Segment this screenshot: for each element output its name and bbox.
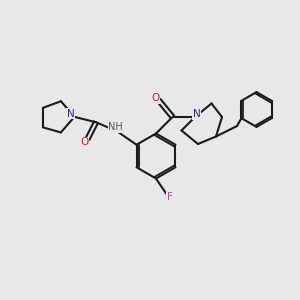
Text: N: N xyxy=(193,109,200,119)
Text: NH: NH xyxy=(108,122,123,132)
Text: N: N xyxy=(67,109,75,119)
Text: O: O xyxy=(80,137,88,147)
Text: F: F xyxy=(167,192,172,202)
Text: O: O xyxy=(151,93,160,103)
